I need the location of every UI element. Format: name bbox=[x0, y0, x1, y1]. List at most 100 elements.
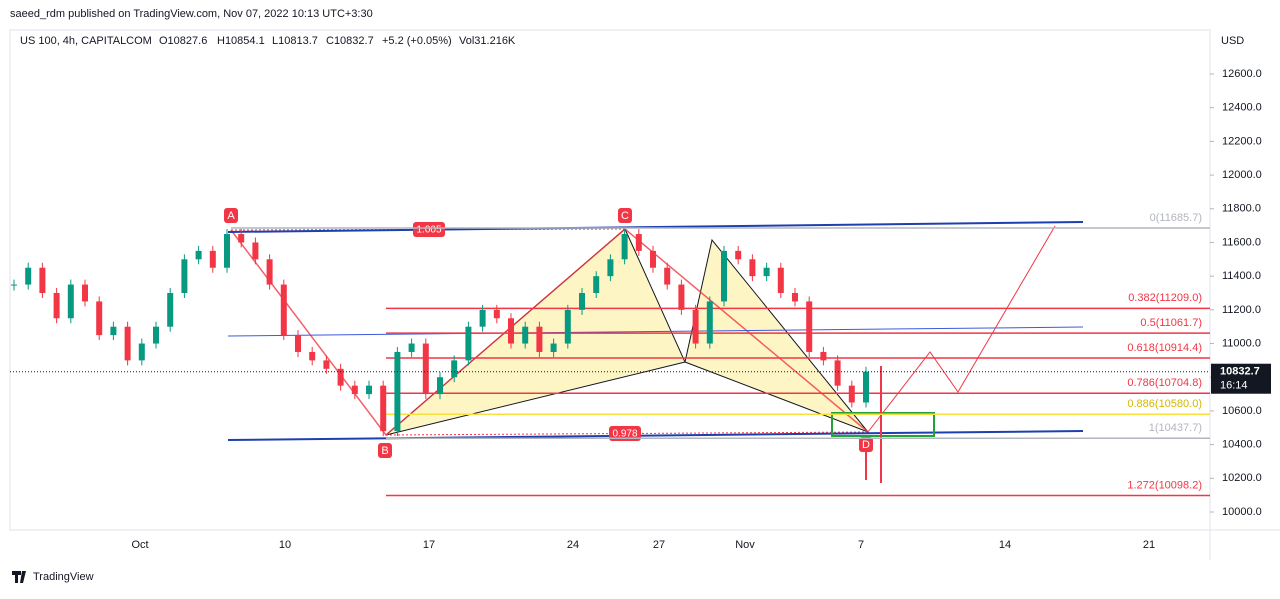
candle bbox=[820, 351, 827, 361]
candle bbox=[351, 385, 358, 395]
candle bbox=[437, 377, 443, 395]
candle bbox=[564, 309, 571, 344]
candle bbox=[749, 259, 756, 277]
time-label: 14 bbox=[999, 539, 1011, 551]
ohlc-open: O10827.6 bbox=[159, 35, 207, 47]
ohlc-low: L10813.7 bbox=[272, 35, 318, 47]
candle bbox=[508, 318, 514, 344]
candle bbox=[53, 293, 60, 319]
candle bbox=[806, 301, 813, 352]
change: +5.2 (+0.05%) bbox=[382, 35, 452, 47]
point-label: C bbox=[621, 210, 629, 222]
trend-line bbox=[227, 430, 1084, 441]
time-label: 10 bbox=[279, 539, 291, 551]
candle bbox=[422, 343, 429, 395]
price-tick-label: 10600.0 bbox=[1222, 405, 1262, 417]
price-tick-label: 10200.0 bbox=[1222, 472, 1262, 484]
point-badge bbox=[859, 437, 873, 452]
candle bbox=[309, 351, 316, 361]
symbol: US 100, 4h, CAPITALCOM bbox=[20, 35, 152, 47]
fib-label: 1(10437.7) bbox=[1149, 422, 1202, 434]
candle bbox=[280, 284, 287, 336]
trend-line bbox=[227, 326, 1084, 337]
point-badge bbox=[378, 443, 392, 458]
ratio-badge bbox=[413, 222, 445, 237]
last-price-label: 10832.7 bbox=[1220, 366, 1260, 378]
pattern-bcd bbox=[684, 238, 870, 434]
candle bbox=[522, 326, 529, 344]
price-tick-label: 11000.0 bbox=[1222, 337, 1261, 349]
price-tick-label: 10000.0 bbox=[1222, 506, 1262, 518]
candle bbox=[721, 250, 727, 302]
time-label: 24 bbox=[567, 539, 579, 551]
time-label: Nov bbox=[735, 539, 755, 551]
time-label: 27 bbox=[653, 539, 665, 551]
brand: TradingView bbox=[33, 571, 94, 583]
candle bbox=[792, 293, 798, 302]
fib-label: 0.382(11209.0) bbox=[1128, 292, 1202, 304]
candle bbox=[678, 284, 685, 310]
candle bbox=[763, 267, 770, 277]
price-tick-label: 11800.0 bbox=[1222, 203, 1261, 215]
ratio-badge bbox=[609, 426, 641, 441]
candle bbox=[706, 301, 713, 344]
candle bbox=[692, 309, 699, 344]
countdown: 16:14 bbox=[1220, 380, 1248, 392]
candle bbox=[408, 343, 415, 352]
point-badge bbox=[618, 208, 632, 223]
candle bbox=[848, 385, 855, 403]
currency: USD bbox=[1221, 35, 1244, 47]
point-labels: A B C D 1.005 0.978 bbox=[224, 208, 873, 458]
candle bbox=[238, 234, 245, 243]
time-label: 17 bbox=[423, 539, 435, 551]
candle bbox=[252, 242, 259, 260]
candle bbox=[863, 371, 869, 403]
candle bbox=[735, 250, 742, 260]
candle bbox=[323, 360, 330, 369]
candle bbox=[138, 343, 145, 361]
candle bbox=[621, 234, 628, 260]
candle bbox=[493, 309, 500, 319]
logo bbox=[12, 571, 26, 583]
fib-label: 0.618(10914.4) bbox=[1127, 342, 1202, 354]
ohlc-close: C10832.7 bbox=[326, 35, 374, 47]
candle bbox=[635, 234, 642, 251]
candle bbox=[153, 326, 159, 344]
time-label: Oct bbox=[131, 539, 148, 551]
dynamic-layer: 12600.0 12400.0 12200.0 12000.0 11800.0 11600… bbox=[10, 68, 1271, 551]
candle bbox=[777, 267, 784, 293]
price-tick-label: 11400.0 bbox=[1222, 270, 1261, 282]
candle bbox=[465, 326, 472, 361]
fib-label: 0.786(10704.8) bbox=[1127, 377, 1202, 389]
candle bbox=[39, 267, 46, 293]
price-tick-label: 12400.0 bbox=[1222, 102, 1262, 114]
candle bbox=[195, 250, 202, 260]
candle bbox=[209, 250, 216, 268]
candle bbox=[67, 284, 74, 319]
author-line: saeed_rdm published on TradingView.com, … bbox=[10, 8, 373, 20]
candle bbox=[124, 326, 131, 361]
candle bbox=[664, 267, 671, 285]
candle bbox=[650, 250, 656, 268]
candle bbox=[96, 301, 103, 336]
price-tick-label: 12000.0 bbox=[1222, 169, 1262, 181]
candle bbox=[593, 276, 600, 293]
candle bbox=[579, 293, 585, 310]
trend-line bbox=[227, 221, 1084, 233]
fib-label: 1.272(10098.2) bbox=[1127, 479, 1202, 491]
candle bbox=[536, 326, 543, 352]
ratio-label: 0.978 bbox=[612, 429, 637, 440]
candle bbox=[366, 385, 372, 395]
fib-label: 0(11685.7) bbox=[1150, 212, 1202, 224]
point-label: D bbox=[862, 439, 870, 451]
volume: Vol31.216K bbox=[459, 35, 516, 47]
candle bbox=[550, 343, 557, 352]
price-tick-label: 12200.0 bbox=[1222, 135, 1262, 147]
candle bbox=[295, 335, 301, 352]
price-tick-label: 11600.0 bbox=[1222, 236, 1261, 248]
candle bbox=[224, 234, 230, 268]
candle bbox=[607, 259, 614, 277]
ohlc-high: H10854.1 bbox=[217, 35, 265, 47]
price-tick-label: 10400.0 bbox=[1222, 439, 1262, 451]
